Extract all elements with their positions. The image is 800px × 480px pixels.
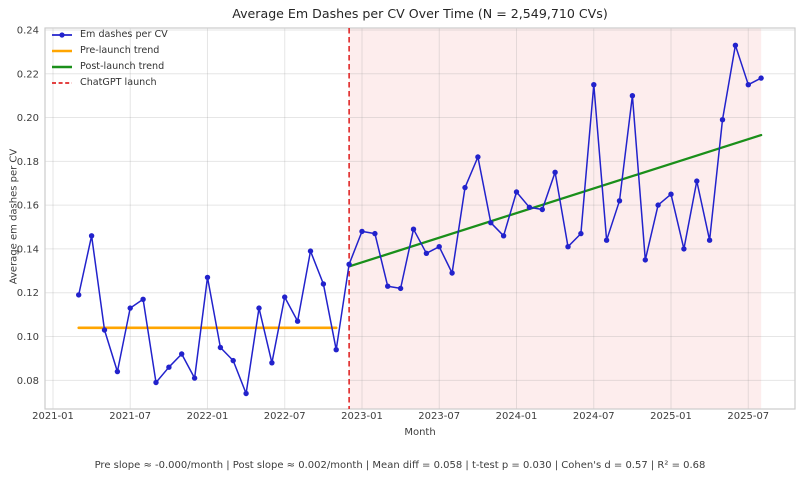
data-point-marker (732, 42, 739, 48)
stats-summary: Pre slope ≈ -0.000/month | Post slope ≈ … (94, 460, 706, 471)
y-tick-label: 0.24 (17, 26, 39, 37)
legend-item-1: Pre-launch trend (51, 44, 168, 57)
x-tick-label: 2022-07 (264, 411, 306, 422)
legend-sample-line-icon (52, 49, 72, 52)
x-axis-label: Month (404, 427, 436, 438)
data-point-marker (513, 189, 520, 195)
y-axis-label: Average em dashes per CV (8, 148, 20, 285)
legend-label: Post-launch trend (80, 61, 165, 72)
em-dashes-series-line (77, 44, 762, 395)
data-point-marker (230, 357, 236, 364)
data-point-marker (552, 169, 558, 175)
data-point-marker (217, 344, 224, 351)
data-point-marker (668, 191, 674, 197)
data-point-marker (333, 347, 339, 353)
legend-item-3: ChatGPT launch (51, 76, 168, 89)
data-point-marker (706, 237, 713, 243)
data-point-marker (191, 375, 198, 381)
data-point-marker (526, 204, 533, 210)
data-point-marker (410, 226, 417, 232)
legend-item-2: Post-launch trend (51, 60, 168, 73)
data-point-marker (629, 93, 636, 99)
data-point-marker (500, 233, 507, 239)
x-tick-label: 2022-01 (187, 411, 229, 422)
legend-label: Em dashes per CV (80, 29, 168, 40)
y-tick-label: 0.16 (17, 201, 39, 212)
data-point-marker (88, 233, 95, 239)
legend-sample-line-marker-icon (52, 31, 72, 38)
data-point-marker (578, 230, 584, 237)
data-point-marker (449, 270, 455, 276)
data-point-marker (346, 261, 352, 267)
data-point-marker (204, 274, 211, 281)
data-point-marker (655, 202, 661, 208)
data-point-marker (616, 198, 623, 204)
data-point-marker (269, 360, 275, 366)
legend-label: Pre-launch trend (80, 45, 160, 56)
legend-item-0: Em dashes per CV (51, 28, 168, 41)
data-point-marker (153, 379, 159, 386)
data-point-marker (179, 351, 185, 357)
x-tick-label: 2023-07 (418, 411, 460, 422)
plot-border (44, 27, 796, 410)
data-point-marker (642, 257, 648, 263)
data-point-marker (243, 390, 249, 397)
data-point-marker (76, 292, 82, 298)
data-point-marker (307, 248, 314, 254)
x-tick-label: 2025-07 (727, 411, 769, 422)
x-tick-label: 2021-07 (109, 411, 151, 422)
x-tick-label: 2024-07 (573, 411, 615, 422)
data-point-marker (320, 281, 327, 287)
data-point-marker (603, 237, 610, 243)
data-point-marker (397, 285, 404, 292)
y-tick-label: 0.12 (17, 288, 39, 299)
legend: Em dashes per CV Pre-launch trend Post-lau… (51, 28, 168, 89)
data-point-marker (758, 75, 764, 81)
data-point-marker (591, 82, 597, 88)
data-point-marker (127, 305, 133, 311)
y-tick-label: 0.20 (17, 113, 39, 124)
data-point-marker (436, 244, 442, 250)
y-tick-label: 0.22 (17, 69, 39, 80)
data-point-marker (101, 327, 108, 333)
data-point-marker (359, 228, 365, 235)
y-tick-label: 0.18 (17, 157, 39, 168)
data-point-marker (256, 305, 262, 311)
chart-title: Average Em Dashes per CV Over Time (N = … (232, 6, 608, 21)
data-point-marker (385, 283, 391, 289)
data-point-marker (719, 117, 726, 123)
x-tick-label: 2024-01 (496, 411, 538, 422)
legend-sample-dashed-icon (52, 81, 72, 84)
y-tick-label: 0.14 (17, 244, 39, 255)
data-point-marker (114, 368, 121, 375)
data-point-marker (539, 206, 545, 213)
data-point-marker (681, 246, 687, 252)
x-tick-label: 2023-01 (341, 411, 383, 422)
data-point-marker (372, 230, 378, 237)
post-launch-shaded-region (349, 28, 762, 409)
data-point-marker (475, 154, 481, 160)
data-point-marker (294, 318, 301, 324)
data-point-marker (462, 184, 468, 191)
post-launch-trend-line (347, 133, 763, 268)
data-point-marker (166, 364, 172, 370)
data-point-marker (694, 178, 700, 184)
data-point-marker (565, 244, 571, 250)
y-tick-label: 0.10 (17, 332, 39, 343)
y-tick-label: 0.08 (17, 376, 39, 387)
data-point-marker (745, 82, 751, 88)
data-point-marker (282, 294, 288, 300)
x-tick-label: 2021-01 (32, 411, 74, 422)
legend-sample-line-icon (52, 65, 72, 68)
x-tick-label: 2025-01 (650, 411, 692, 422)
data-point-marker (488, 220, 494, 226)
data-point-marker (423, 250, 430, 256)
legend-label: ChatGPT launch (80, 77, 157, 88)
data-point-marker (140, 296, 146, 302)
